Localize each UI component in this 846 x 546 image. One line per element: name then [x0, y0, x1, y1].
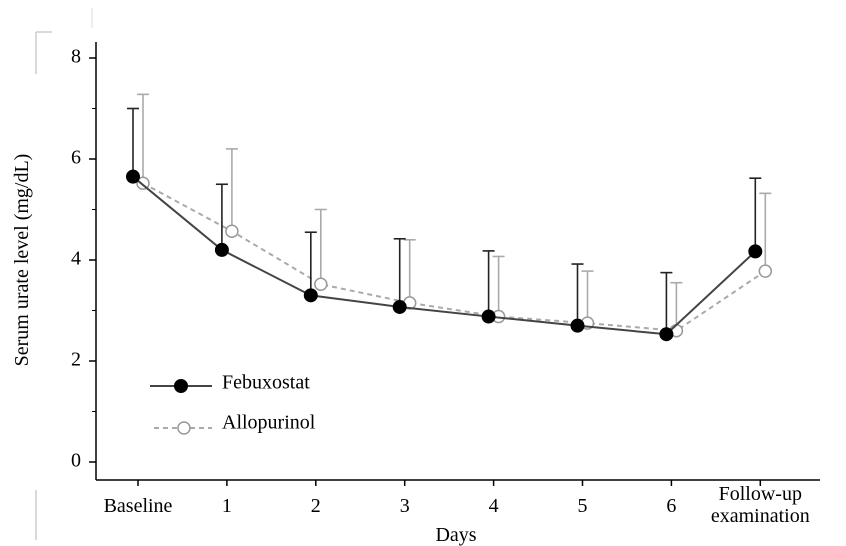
y-ticks: 0 2 4 6 8	[71, 46, 96, 472]
data-point-febuxostat	[481, 309, 496, 324]
data-point-febuxostat	[126, 169, 140, 184]
x-ticks: Baseline 1 2 3 4 5 6 Follow-up examination	[104, 480, 810, 527]
series-allopurinol	[136, 93, 773, 338]
y-axis-title: Serum urate level (mg/dL)	[11, 154, 33, 367]
x-tick-label: Baseline	[104, 495, 173, 517]
data-point-allopurinol	[758, 264, 773, 278]
x-tick-label-line: Follow-up	[719, 483, 802, 505]
x-tick-label: 5	[578, 495, 588, 517]
y-tick-label: 0	[71, 450, 81, 472]
x-axis-title: Days	[435, 524, 476, 546]
legend-marker-febuxostat	[174, 379, 188, 393]
data-point-febuxostat	[748, 244, 763, 259]
series-line-febuxostat	[132, 175, 756, 336]
x-tick-label: 3	[400, 495, 410, 517]
x-tick-label-line: examination	[711, 505, 810, 527]
y-tick-label: 8	[71, 46, 81, 68]
data-point-allopurinol	[314, 277, 328, 291]
axes	[95, 42, 820, 481]
data-point-febuxostat	[392, 299, 407, 314]
series-line-allopurinol	[142, 182, 766, 332]
series-febuxostat	[126, 107, 763, 342]
legend-label-febuxostat: Febuxostat	[222, 372, 310, 394]
frame-decoration	[35, 8, 93, 540]
x-tick-label: 4	[489, 495, 499, 517]
legend: Febuxostat Allopurinol	[150, 372, 316, 435]
data-point-febuxostat	[659, 327, 674, 342]
y-tick-label: 4	[71, 248, 81, 270]
x-tick-label: 6	[666, 495, 676, 517]
y-tick-label: 2	[71, 349, 81, 371]
legend-item-febuxostat: Febuxostat	[150, 372, 310, 394]
series-layer	[126, 93, 773, 342]
y-tick-label: 6	[71, 147, 81, 169]
legend-label-allopurinol: Allopurinol	[222, 412, 316, 434]
x-tick-label: Follow-up examination	[711, 483, 810, 527]
x-tick-label: 1	[222, 495, 232, 517]
legend-item-allopurinol: Allopurinol	[154, 412, 316, 435]
data-point-allopurinol	[225, 224, 239, 238]
x-tick-label: 2	[311, 495, 321, 517]
data-point-febuxostat	[303, 288, 318, 303]
data-point-febuxostat	[214, 242, 229, 257]
data-point-febuxostat	[570, 318, 585, 333]
legend-marker-allopurinol	[177, 421, 191, 435]
